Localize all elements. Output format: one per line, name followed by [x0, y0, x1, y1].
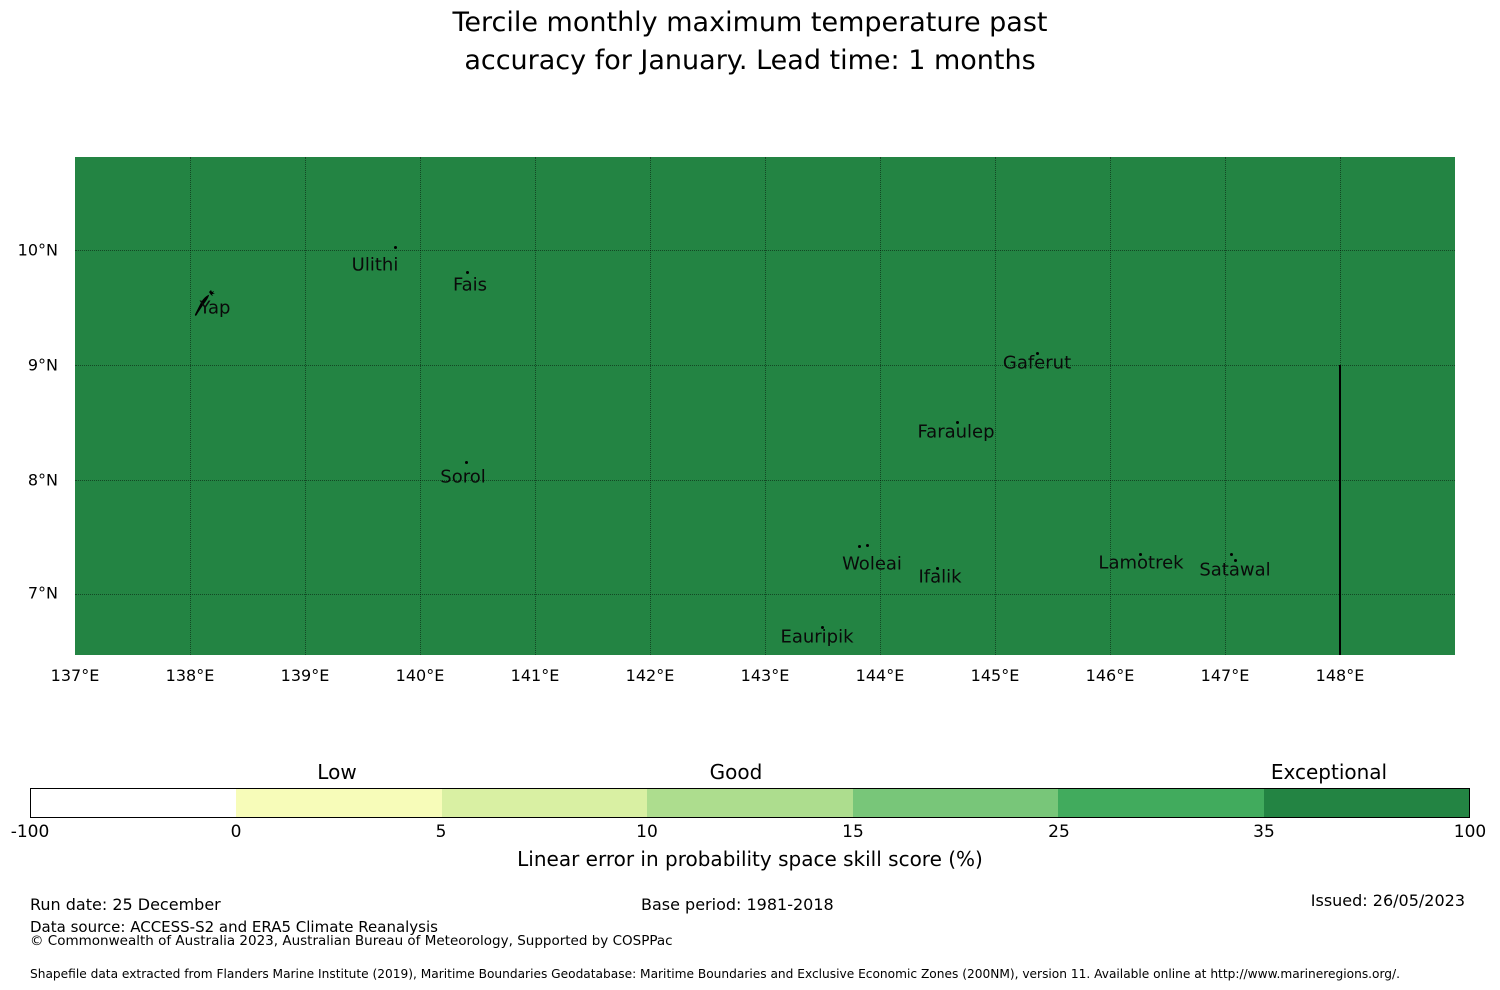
footer-shapefile-note: Shapefile data extracted from Flanders M… — [30, 967, 1401, 981]
gridline-140e — [420, 157, 421, 655]
island-label-fais: Fais — [452, 274, 488, 296]
island-label-yap: Yap — [199, 297, 231, 319]
colorbar-quality-exceptional: Exceptional — [1270, 760, 1388, 784]
island-label-satawal: Satawal — [1199, 559, 1271, 581]
x-tick-139e: 139°E — [280, 666, 330, 685]
gridline-144e — [880, 157, 881, 655]
island-marker-sorol — [465, 461, 468, 464]
colorbar-tick-15: 15 — [842, 822, 864, 842]
island-marker-ulithi — [394, 246, 397, 249]
yap-island-shape — [194, 290, 215, 316]
x-tick-140e: 140°E — [395, 666, 445, 685]
island-label-woleai: Woleai — [842, 553, 902, 575]
colorbar-quality-good: Good — [709, 760, 763, 784]
island-marker-eauripik — [821, 626, 824, 629]
x-tick-148e: 148°E — [1315, 666, 1365, 685]
footer-data-source: Data source: ACCESS-S2 and ERA5 Climate … — [30, 918, 438, 936]
footer-copyright: © Commonwealth of Australia 2023, Austra… — [30, 933, 673, 949]
x-tick-142e: 142°E — [625, 666, 675, 685]
colorbar-segment-5 — [852, 789, 1059, 817]
colorbar-segment-1 — [31, 789, 237, 817]
island-label-sorol: Sorol — [440, 466, 486, 488]
island-marker-faraulep — [956, 421, 959, 424]
gridline-8n — [75, 480, 1455, 481]
colorbar-segment-2 — [236, 789, 442, 817]
footer-run-date: Run date: 25 December — [30, 895, 221, 914]
colorbar-tick-25: 25 — [1048, 822, 1070, 842]
footer-issued: Issued: 26/05/2023 — [1310, 891, 1465, 910]
island-label-eauripik: Eauripik — [780, 626, 854, 648]
island-label-faraulep: Faraulep — [917, 421, 995, 443]
x-tick-144e: 144°E — [855, 666, 905, 685]
gridline-7n — [75, 594, 1455, 595]
gridline-142e — [650, 157, 651, 655]
island-marker-woleai-2 — [866, 544, 869, 547]
gridline-10n — [75, 250, 1455, 251]
island-label-lamotrek: Lamotrek — [1098, 552, 1184, 574]
x-tick-143e: 143°E — [740, 666, 790, 685]
chart-title-line2: accuracy for January. Lead time: 1 month… — [464, 45, 1036, 76]
colorbar-segment-3 — [441, 789, 648, 817]
gridline-141e — [535, 157, 536, 655]
gridline-9n — [75, 365, 1455, 366]
island-marker-satawal-1 — [1230, 553, 1233, 556]
gridline-145e — [995, 157, 996, 655]
colorbar-segment-4 — [647, 789, 853, 817]
x-tick-141e: 141°E — [510, 666, 560, 685]
y-tick-7n: 7°N — [27, 583, 58, 603]
colorbar — [30, 788, 1470, 818]
colorbar-tick-35: 35 — [1253, 822, 1275, 842]
y-tick-9n: 9°N — [27, 355, 58, 375]
island-marker-lamotrek — [1139, 553, 1142, 556]
map-area: Yap Ulithi Fais Sorol Gaferut Faraulep W… — [75, 157, 1455, 655]
island-marker-fais — [466, 271, 469, 274]
island-label-gaferut: Gaferut — [1002, 352, 1072, 374]
colorbar-tick-0: 0 — [230, 822, 242, 842]
eez-boundary-line — [1339, 365, 1341, 655]
colorbar-tick-neg100: -100 — [10, 822, 50, 842]
x-tick-138e: 138°E — [165, 666, 215, 685]
island-marker-satawal-2 — [1234, 559, 1237, 562]
island-marker-ifalik — [936, 567, 939, 570]
island-marker-gaferut — [1036, 352, 1039, 355]
chart-title: Tercile monthly maximum temperature past… — [0, 4, 1500, 80]
island-marker-woleai-1 — [858, 545, 861, 548]
gridline-147e — [1225, 157, 1226, 655]
x-tick-146e: 146°E — [1085, 666, 1135, 685]
colorbar-quality-low: Low — [317, 760, 357, 784]
x-tick-145e: 145°E — [970, 666, 1020, 685]
island-label-ifalik: Ifalik — [918, 566, 962, 588]
footer-base-period: Base period: 1981-2018 — [641, 895, 834, 914]
y-tick-10n: 10°N — [17, 240, 58, 260]
y-tick-8n: 8°N — [27, 470, 58, 490]
gridline-146e — [1110, 157, 1111, 655]
colorbar-segment-6 — [1058, 789, 1264, 817]
chart-title-line1: Tercile monthly maximum temperature past — [452, 7, 1048, 38]
x-tick-137e: 137°E — [50, 666, 100, 685]
colorbar-segment-7 — [1263, 789, 1469, 817]
colorbar-tick-10: 10 — [636, 822, 658, 842]
gridline-138e — [190, 157, 191, 655]
x-tick-147e: 147°E — [1200, 666, 1250, 685]
gridline-143e — [765, 157, 766, 655]
colorbar-tick-5: 5 — [435, 822, 447, 842]
colorbar-axis-label: Linear error in probability space skill … — [517, 847, 983, 871]
colorbar-tick-100: 100 — [1453, 822, 1487, 842]
island-label-ulithi: Ulithi — [351, 254, 399, 276]
gridline-139e — [305, 157, 306, 655]
